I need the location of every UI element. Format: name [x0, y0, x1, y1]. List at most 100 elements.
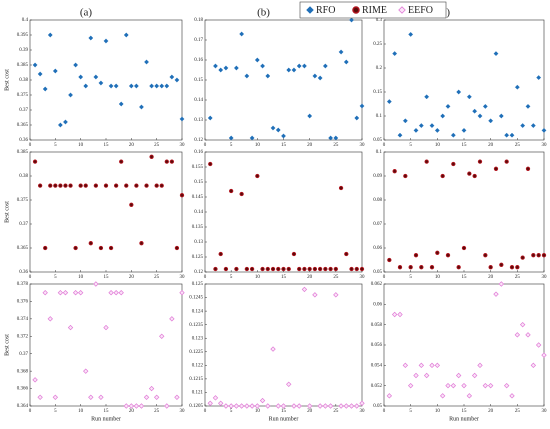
y-tick-label: 0.13 [194, 118, 203, 123]
point [133, 403, 140, 409]
y-tick-label: 0.05 [373, 138, 382, 143]
point [213, 63, 218, 69]
point [281, 133, 286, 139]
point [103, 183, 109, 188]
point [223, 266, 229, 272]
point [123, 32, 129, 38]
x-tick-label: 25 [515, 143, 521, 148]
point [275, 127, 281, 133]
point [402, 362, 409, 369]
point [327, 403, 334, 409]
point [144, 183, 149, 188]
x-tick-label: 25 [333, 143, 339, 148]
x-tick-label: 0 [204, 275, 207, 280]
x-tick-label: 10 [78, 275, 84, 280]
point [317, 75, 323, 81]
point [493, 166, 499, 171]
y-tick-label: 0.1225 [189, 350, 203, 355]
point [525, 332, 531, 338]
panel: 0 5 10 15 20 25 30 0.05 0.06 0.07 0.08 0.09 0.1 [373, 150, 547, 280]
point [93, 74, 99, 80]
point [154, 183, 159, 188]
point [471, 372, 478, 379]
x-tick-label: 25 [515, 275, 521, 280]
point [435, 250, 440, 255]
point [333, 292, 339, 298]
point [233, 403, 240, 409]
y-tick-label: 0.366 [17, 387, 29, 392]
point [359, 103, 365, 109]
y-tick-label: 0.368 [17, 369, 29, 374]
point [477, 159, 483, 164]
x-tick-label: 5 [409, 143, 412, 148]
plot-frame [29, 151, 183, 273]
x-tick-label: 20 [488, 143, 494, 148]
panel: 0 5 10 15 20 25 30 0.12 0.125 0.13 0.135 0.14 0.145 0… [192, 150, 365, 280]
panel-title: (a) [80, 7, 93, 19]
point [63, 183, 68, 188]
point [58, 183, 63, 188]
point [541, 253, 547, 258]
point [328, 135, 334, 141]
point [149, 83, 155, 89]
point [424, 159, 429, 164]
point [286, 381, 292, 388]
x-tick-label: 15 [104, 275, 110, 280]
point [113, 290, 119, 296]
point [174, 245, 180, 251]
point [108, 245, 114, 251]
point [138, 403, 145, 409]
point [323, 266, 328, 272]
y-tick-label: 0.378 [17, 282, 29, 287]
point [148, 385, 155, 392]
point [291, 251, 297, 257]
point [338, 49, 344, 55]
panel: 0 5 10 15 20 25 30 0.364 0.366 0.368 0.37 0.372 0.37… [4, 282, 185, 422]
y-tick-label: 0.06 [373, 246, 382, 251]
point [169, 159, 175, 164]
x-tick-label: 5 [230, 409, 233, 414]
point [488, 118, 494, 124]
point [228, 403, 234, 409]
point [434, 127, 440, 133]
point [32, 377, 38, 383]
point [249, 135, 255, 141]
point [307, 113, 313, 119]
point [286, 266, 291, 272]
point [456, 89, 462, 95]
point [93, 183, 99, 188]
point [108, 290, 114, 296]
point [386, 99, 392, 105]
point [354, 403, 360, 409]
point [67, 324, 74, 331]
point [487, 382, 494, 389]
point [98, 80, 104, 86]
y-tick-label: 0.052 [371, 384, 383, 389]
point [413, 127, 419, 133]
x-tick-label: 15 [281, 143, 287, 148]
x-tick-label: 5 [54, 409, 57, 414]
point [488, 265, 493, 270]
point [212, 395, 219, 401]
point [228, 135, 234, 141]
point [244, 266, 250, 272]
x-tick-label: 10 [435, 275, 441, 280]
point [354, 266, 359, 272]
panel: 0 5 10 15 20 25 30 0.1205 0.121 0.1215 0.122 0.1225… [189, 282, 365, 422]
x-tick-label: 10 [78, 143, 84, 148]
point [159, 83, 165, 89]
point [461, 245, 467, 251]
point [254, 403, 261, 409]
y-tick-label: 0.145 [192, 195, 204, 200]
point [128, 83, 134, 89]
point [229, 188, 234, 194]
point [312, 73, 318, 79]
x-tick-label: 15 [462, 409, 468, 414]
point [32, 159, 38, 164]
point [296, 403, 302, 409]
point [445, 382, 451, 389]
point [73, 62, 79, 68]
point [434, 362, 441, 369]
point [531, 253, 536, 258]
